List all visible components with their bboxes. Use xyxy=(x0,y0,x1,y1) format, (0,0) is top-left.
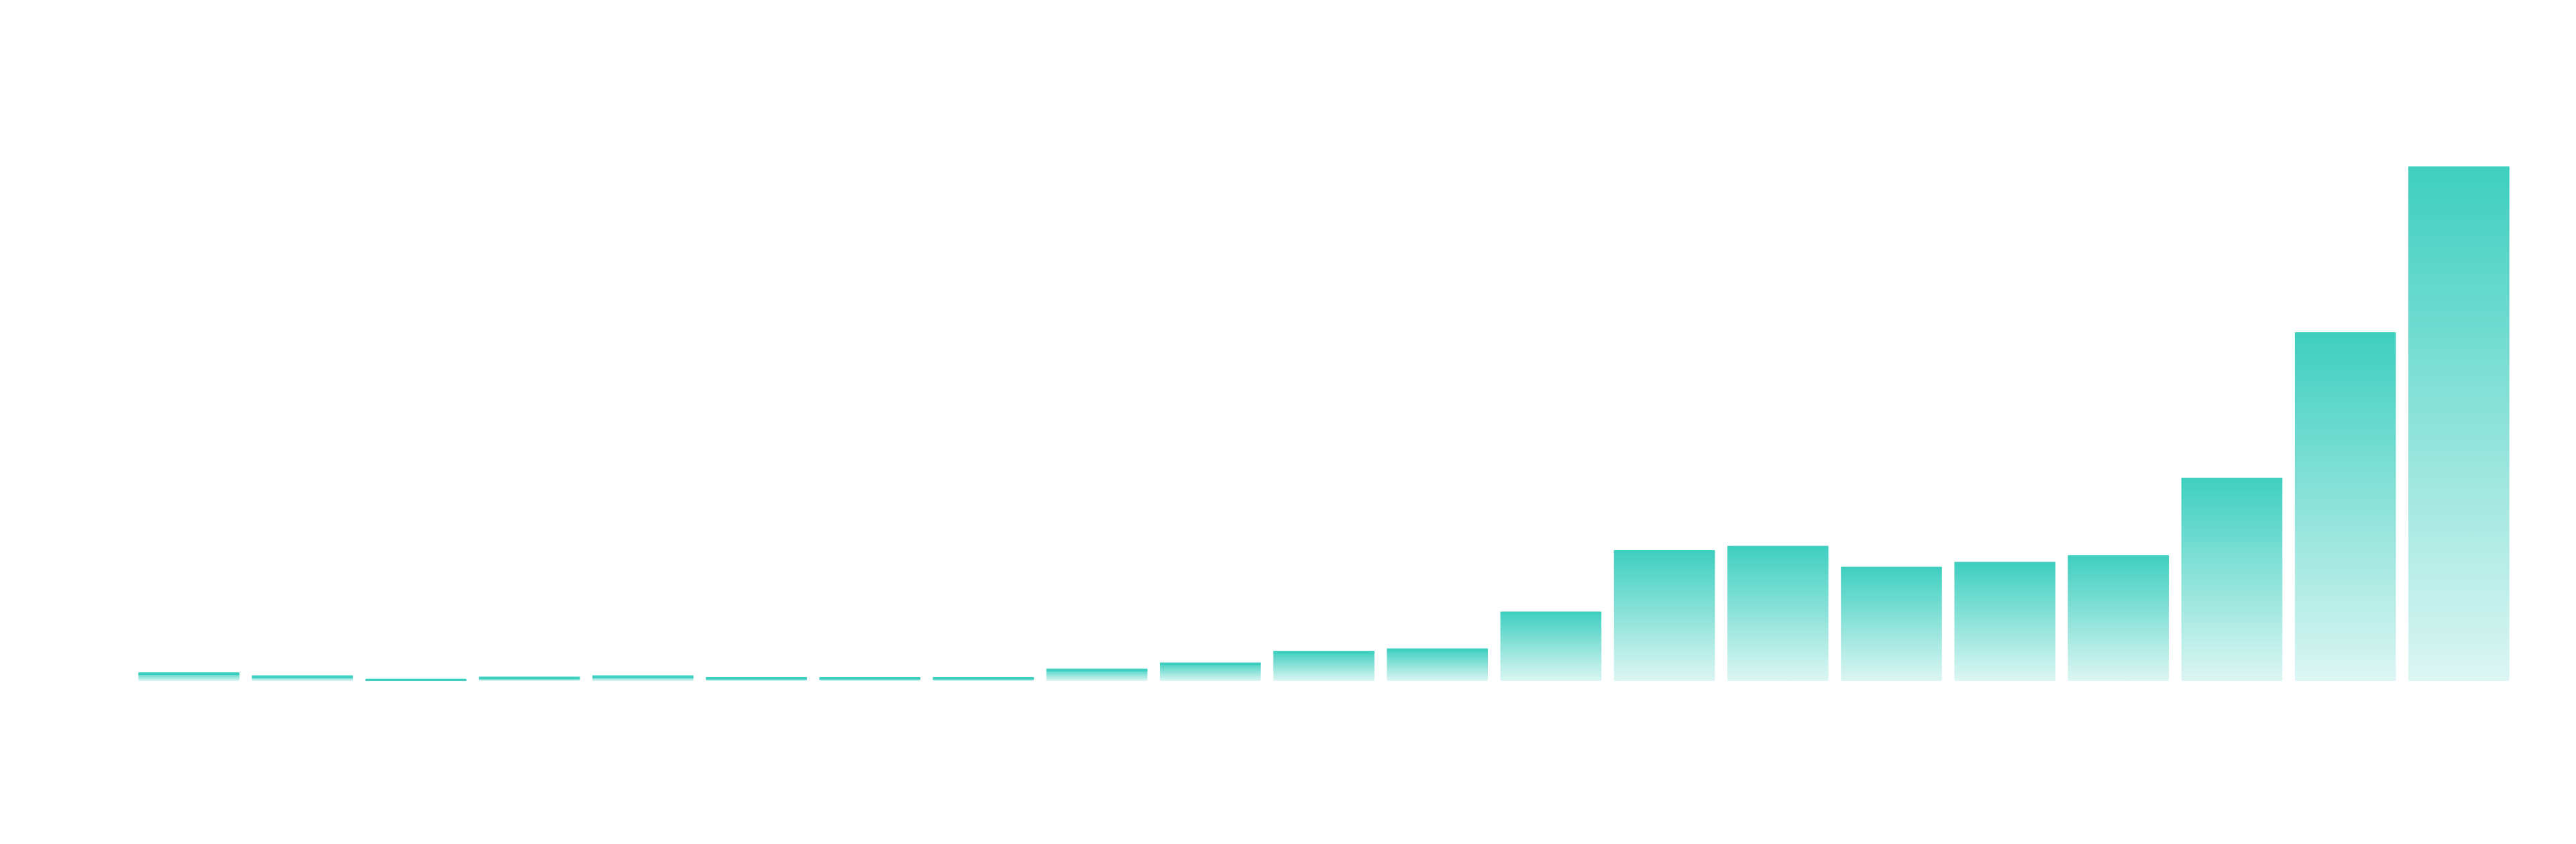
bar-top-edge-1 xyxy=(138,672,239,676)
bar-top-edge-17 xyxy=(1954,562,2055,565)
bar-19 xyxy=(2181,478,2283,681)
bar-top-edge-18 xyxy=(2068,555,2169,558)
bar-top-edge-4 xyxy=(478,676,580,680)
bar-top-edge-19 xyxy=(2181,478,2283,481)
bar-21 xyxy=(2408,166,2510,681)
bar-20 xyxy=(2294,332,2396,681)
bar-top-edge-16 xyxy=(1841,566,1942,570)
bar-11 xyxy=(1273,651,1375,681)
bar-top-edge-7 xyxy=(819,677,920,680)
bar-14 xyxy=(1613,550,1715,681)
bar-17 xyxy=(1954,562,2055,681)
bar-top-edge-12 xyxy=(1387,648,1488,651)
bar-top-edge-21 xyxy=(2408,166,2510,170)
bar-top-edge-15 xyxy=(1727,545,1829,549)
bar-top-edge-2 xyxy=(252,675,354,678)
bar-13 xyxy=(1500,611,1602,681)
bar-series xyxy=(138,166,2510,681)
bar-top-edge-20 xyxy=(2294,332,2396,335)
bar-top-edge-10 xyxy=(1160,662,1261,666)
bar-top-edge-8 xyxy=(932,677,1034,680)
bar-10 xyxy=(1160,662,1261,681)
bar-top-edge-6 xyxy=(706,677,807,680)
bar-18 xyxy=(2068,555,2169,681)
bar-9 xyxy=(1046,668,1148,681)
bar-15 xyxy=(1727,545,1829,681)
bar-top-edge-11 xyxy=(1273,651,1375,654)
bar-12 xyxy=(1387,648,1488,681)
bar-16 xyxy=(1841,566,1942,681)
bar-top-edge-9 xyxy=(1046,668,1148,672)
bar-top-edge-3 xyxy=(365,678,467,681)
bar-top-edge-13 xyxy=(1500,611,1602,615)
bar-top-edge-5 xyxy=(592,675,694,678)
bar-top-edge-14 xyxy=(1613,550,1715,553)
